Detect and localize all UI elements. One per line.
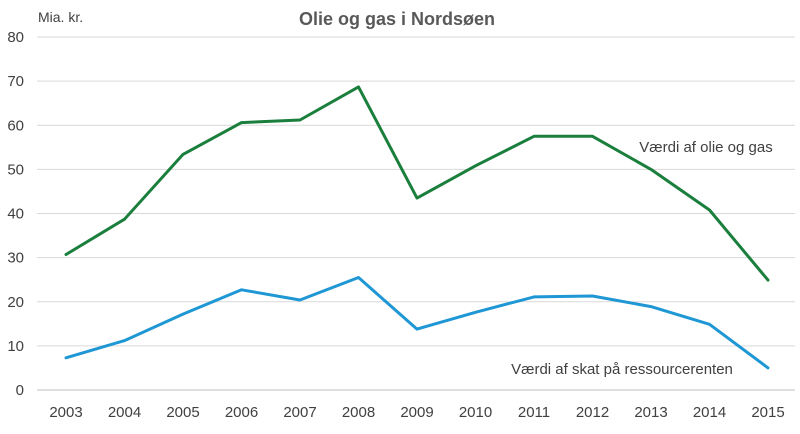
data-point bbox=[240, 288, 244, 292]
data-point bbox=[649, 305, 653, 309]
data-point bbox=[64, 356, 68, 360]
data-point bbox=[181, 312, 185, 316]
data-point bbox=[357, 275, 361, 279]
y-tick-label: 30 bbox=[7, 250, 24, 267]
series-lines bbox=[64, 85, 770, 370]
y-tick-label: 50 bbox=[7, 161, 24, 178]
x-tick-label: 2014 bbox=[693, 404, 726, 421]
series-line-2 bbox=[64, 276, 770, 370]
x-tick-label: 2015 bbox=[751, 404, 784, 421]
x-tick-label: 2006 bbox=[225, 404, 258, 421]
data-point bbox=[649, 167, 653, 171]
y-tick-label: 80 bbox=[7, 29, 24, 46]
data-point bbox=[591, 294, 595, 298]
y-tick-label: 10 bbox=[7, 338, 24, 355]
data-point bbox=[532, 295, 536, 299]
data-point bbox=[357, 85, 361, 89]
data-point bbox=[123, 339, 127, 343]
y-tick-label: 40 bbox=[7, 206, 24, 223]
x-tick-label: 2009 bbox=[400, 404, 433, 421]
x-tick-label: 2010 bbox=[459, 404, 492, 421]
data-point bbox=[591, 134, 595, 138]
data-point bbox=[298, 298, 302, 302]
data-point bbox=[298, 118, 302, 122]
data-point bbox=[474, 310, 478, 314]
x-tick-label: 2007 bbox=[283, 404, 316, 421]
series-label-2: Værdi af skat på ressourcerenten bbox=[511, 361, 733, 378]
y-tick-label: 20 bbox=[7, 294, 24, 311]
data-point bbox=[532, 134, 536, 138]
gridlines bbox=[37, 36, 795, 391]
x-tick-label: 2011 bbox=[518, 404, 550, 421]
data-point bbox=[708, 208, 712, 212]
y-axis-ticks: 0 10 20 30 40 50 60 70 80 bbox=[7, 29, 24, 399]
data-point bbox=[415, 327, 419, 331]
series-labels: Værdi af olie og gas Værdi af skat på res… bbox=[511, 139, 773, 378]
data-point bbox=[123, 217, 127, 221]
data-point bbox=[240, 121, 244, 125]
y-tick-label: 70 bbox=[7, 73, 24, 90]
x-tick-label: 2004 bbox=[108, 404, 141, 421]
x-tick-label: 2008 bbox=[342, 404, 375, 421]
data-point bbox=[415, 196, 419, 200]
data-point bbox=[181, 152, 185, 156]
x-tick-label: 2012 bbox=[576, 404, 609, 421]
data-point bbox=[766, 366, 770, 370]
series-label-1: Værdi af olie og gas bbox=[639, 139, 772, 156]
x-tick-label: 2013 bbox=[634, 404, 667, 421]
x-tick-label: 2005 bbox=[166, 404, 199, 421]
y-tick-label: 0 bbox=[16, 382, 24, 399]
x-axis-ticks: 2003 2004 2005 2006 2007 2008 2009 2010 2011 2012… bbox=[49, 404, 784, 421]
y-axis-unit-label: Mia. kr. bbox=[38, 9, 83, 25]
data-point bbox=[64, 253, 68, 257]
data-point bbox=[474, 164, 478, 168]
data-point bbox=[766, 278, 770, 282]
y-tick-label: 60 bbox=[7, 117, 24, 134]
data-point bbox=[708, 322, 712, 326]
series-line-1 bbox=[64, 85, 770, 282]
x-tick-label: 2003 bbox=[49, 404, 82, 421]
chart-title: Olie og gas i Nordsøen bbox=[299, 9, 495, 29]
